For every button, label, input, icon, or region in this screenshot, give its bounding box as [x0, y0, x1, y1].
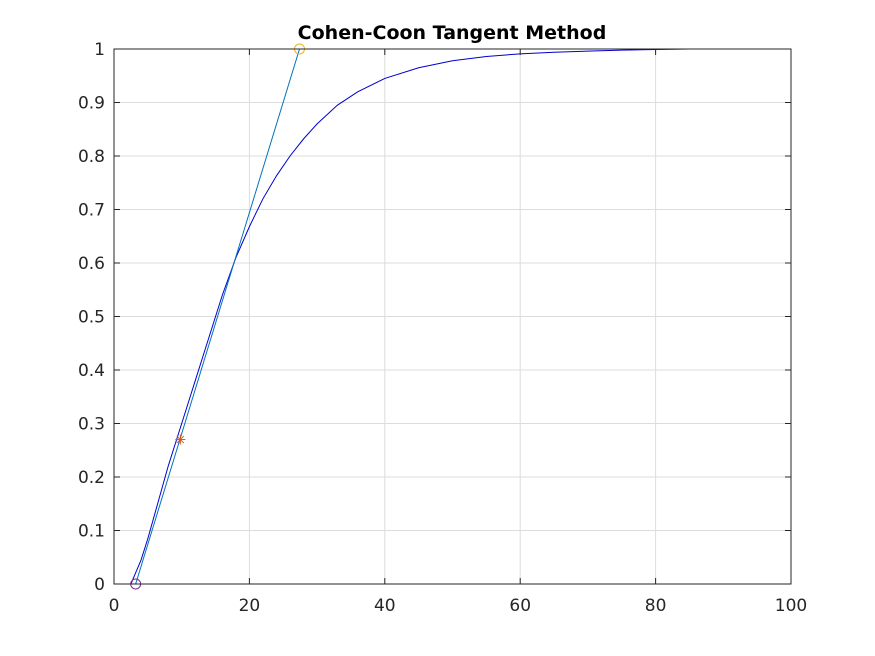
chart-title: Cohen-Coon Tangent Method	[298, 22, 607, 44]
y-tick-label: 0	[94, 575, 105, 595]
x-tick-label: 100	[775, 596, 807, 616]
x-tick-label: 80	[645, 596, 667, 616]
x-tick-label: 20	[239, 596, 261, 616]
y-tick-label: 0.8	[78, 147, 105, 167]
x-tick-label: 0	[109, 596, 120, 616]
x-tick-label: 60	[509, 596, 531, 616]
asterisk-marker	[175, 434, 186, 445]
y-tick-label: 0.9	[78, 94, 105, 114]
tangent-line	[135, 48, 300, 585]
x-tick-label: 40	[374, 596, 396, 616]
y-tick-label: 0.2	[78, 468, 105, 488]
y-tick-label: 0.7	[78, 201, 105, 221]
y-tick-label: 1	[94, 40, 105, 60]
axis-ticks: 0 20 40 60 80 100 0 0.1 0.2 0.3 0.4 0.5 0.6 0.7 0.8 0.9…	[78, 40, 807, 616]
y-tick-label: 0.3	[78, 415, 105, 435]
y-tick-label: 0.6	[78, 254, 105, 274]
y-tick-label: 0.5	[78, 308, 105, 328]
y-tick-label: 0.4	[78, 361, 105, 381]
y-tick-label: 0.1	[78, 522, 105, 542]
